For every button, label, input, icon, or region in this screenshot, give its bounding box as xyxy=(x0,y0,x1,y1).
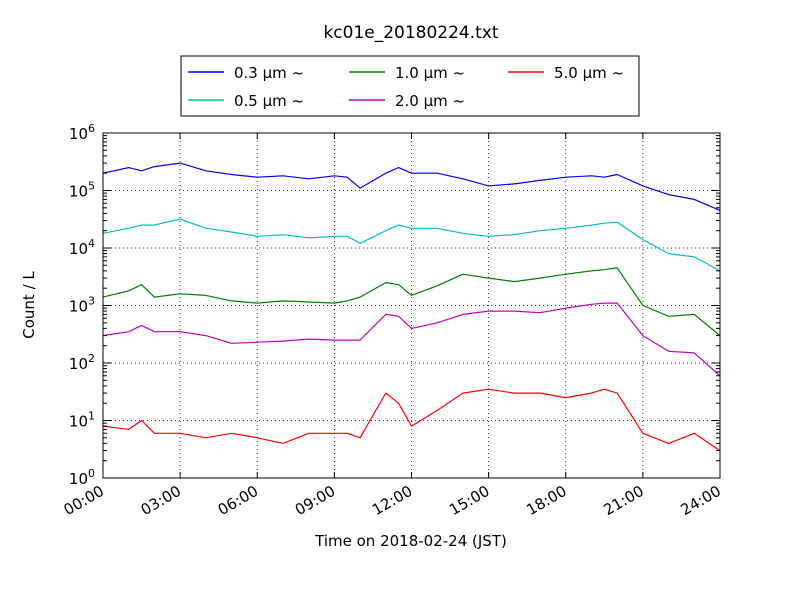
legend-label: 2.0 μm ~ xyxy=(395,92,465,110)
legend-label: 1.0 μm ~ xyxy=(395,64,465,82)
chart-title: kc01e_20180224.txt xyxy=(323,23,498,43)
y-tick-label: 104 xyxy=(69,237,95,258)
legend-label: 0.3 μm ~ xyxy=(234,64,304,82)
series-line-3 xyxy=(102,267,721,337)
y-tick-label: 106 xyxy=(69,122,95,143)
legend-label: 0.5 μm ~ xyxy=(234,92,304,110)
y-axis-label: Count / L xyxy=(20,271,38,339)
legend-box xyxy=(180,55,640,117)
legend-label: 5.0 μm ~ xyxy=(554,64,624,82)
series-line-5 xyxy=(102,388,721,452)
y-tick-label: 101 xyxy=(69,410,95,431)
legend: 0.3 μm ~ 0.5 μm ~ 1.0 μm ~ 2.0 μm ~ 5.0 μm ~ xyxy=(180,55,640,117)
series-line-1 xyxy=(102,162,721,211)
series-layer xyxy=(102,162,721,452)
y-tick-labels: 100 101 102 103 104 105 106 xyxy=(69,122,95,488)
y-tick-label: 105 xyxy=(69,180,95,201)
series-line-2 xyxy=(102,218,721,272)
y-tick-label: 100 xyxy=(69,467,95,488)
y-tick-label: 103 xyxy=(69,295,95,316)
axis-ticks xyxy=(102,132,721,479)
y-tick-label: 102 xyxy=(69,352,95,373)
x-axis-label: Time on 2018-02-24 (JST) xyxy=(314,532,507,550)
series-line-4 xyxy=(102,302,721,377)
